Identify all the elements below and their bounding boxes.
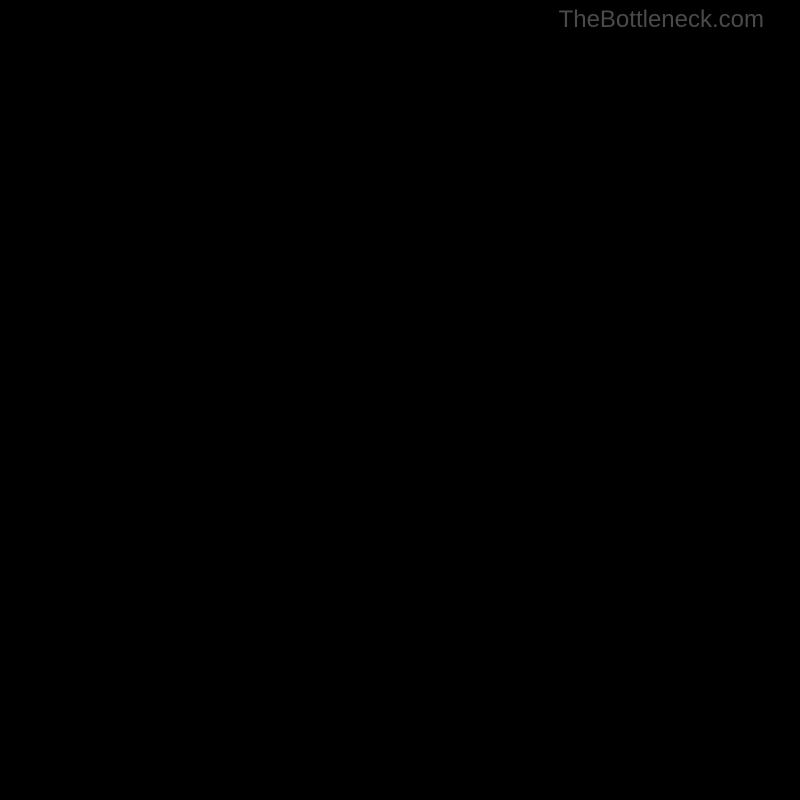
heatmap-plot	[32, 36, 768, 776]
watermark-text: TheBottleneck.com	[559, 6, 764, 34]
heatmap-canvas	[32, 36, 768, 776]
crosshair-marker	[32, 776, 332, 800]
